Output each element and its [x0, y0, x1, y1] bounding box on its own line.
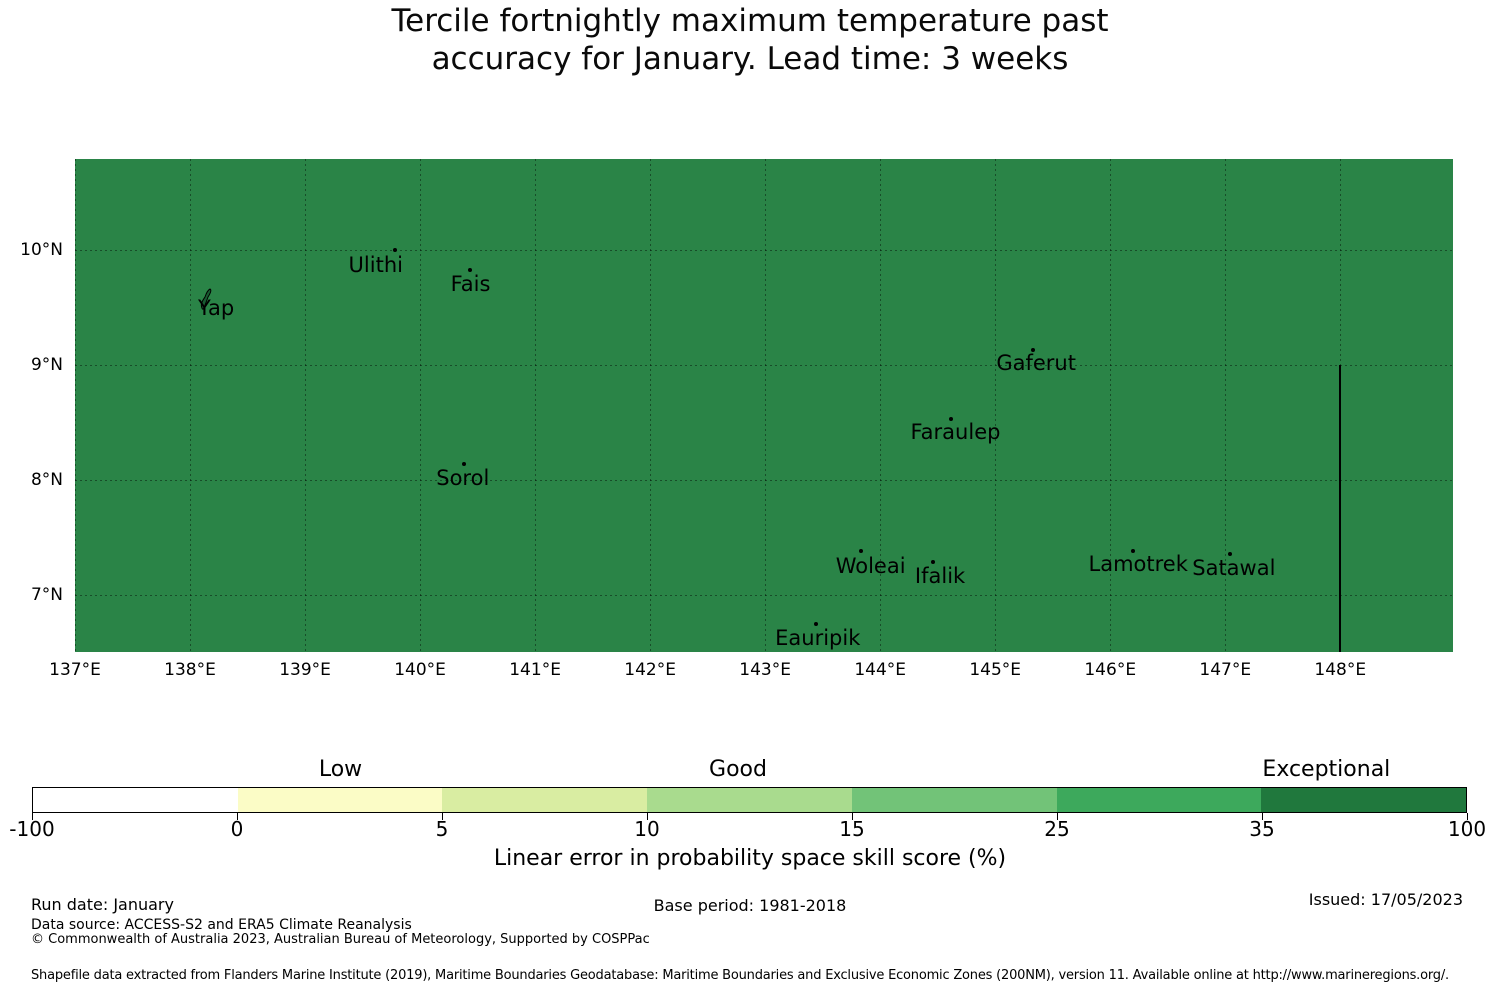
island-label-ulithi: Ulithi	[348, 252, 403, 277]
colorbar-tick-mark	[1467, 813, 1468, 820]
x-tick-label: 145°E	[969, 660, 1022, 680]
island-marker-woleai	[858, 548, 863, 553]
x-tick-label: 140°E	[394, 660, 446, 680]
x-tick-label: 142°E	[624, 660, 676, 680]
colorbar-tick-label: 0	[230, 817, 244, 841]
grid-line-vertical	[880, 159, 882, 652]
grid-line-horizontal	[75, 594, 1453, 596]
x-tick-label: 138°E	[164, 660, 216, 680]
grid-line-vertical	[75, 159, 76, 652]
island-label-eauripik: Eauripik	[775, 626, 861, 651]
island-marker-faraulep	[949, 416, 954, 421]
colorbar-tick-label: 35	[1249, 817, 1275, 841]
grid-line-vertical	[995, 159, 997, 652]
footer-base-period: Base period: 1981-2018	[653, 896, 847, 915]
grid-line-horizontal	[75, 364, 1453, 366]
y-axis-tick-labels: 10°N 9°N 8°N 7°N	[0, 159, 63, 652]
y-tick-label: 8°N	[30, 469, 63, 490]
island-label-gaferut: Gaferut	[996, 350, 1076, 375]
chart-title-line2: accuracy for January. Lead time: 3 weeks	[431, 41, 1069, 77]
colorbar-segment-0	[33, 788, 238, 812]
island-marker-lamotrek	[1131, 548, 1136, 553]
grid-line-horizontal	[75, 249, 1453, 251]
x-tick-label: 139°E	[279, 660, 331, 680]
x-tick-label: 146°E	[1084, 660, 1137, 680]
grid-line-vertical	[765, 159, 767, 652]
colorbar-tick-labels: -100 0 5 10 15 25 35 100	[9, 817, 1486, 841]
chart-title-line1: Tercile fortnightly maximum temperature …	[391, 3, 1109, 39]
colorbar	[32, 787, 1467, 813]
island-label-lamotrek: Lamotrek	[1088, 551, 1188, 576]
island-label-ifalik: Ifalik	[914, 564, 966, 589]
colorbar-segment-3	[647, 788, 852, 812]
x-tick-label: 141°E	[509, 660, 561, 680]
island-outline-yap	[198, 288, 214, 314]
island-label-sorol: Sorol	[436, 465, 490, 490]
colorbar-category-exceptional: Exceptional	[1262, 757, 1391, 782]
grid-line-vertical	[535, 159, 537, 652]
grid-line-vertical	[1110, 159, 1112, 652]
island-label-yap: Yap	[198, 296, 235, 321]
footer-copyright: © Commonwealth of Australia 2023, Austra…	[31, 932, 650, 947]
island-marker-ifalik	[931, 560, 936, 565]
x-tick-label: 143°E	[739, 660, 791, 680]
colorbar-tick-label: 10	[634, 817, 660, 841]
y-tick-label: 7°N	[30, 584, 63, 605]
x-tick-label: 144°E	[854, 660, 907, 680]
footer-data-source: Data source: ACCESS-S2 and ERA5 Climate …	[31, 917, 412, 933]
island-marker-gaferut	[1031, 347, 1036, 352]
colorbar-tick-label: 5	[435, 817, 449, 841]
colorbar-tick-mark	[647, 813, 648, 820]
island-marker-fais	[467, 268, 472, 273]
colorbar-tick-label: 100	[1447, 817, 1487, 841]
colorbar-tick-mark	[237, 813, 238, 820]
colorbar-segment-4	[851, 788, 1057, 812]
grid-line-vertical	[650, 159, 652, 652]
island-label-woleai: Woleai	[835, 553, 906, 578]
x-tick-label: 137°E	[49, 660, 101, 680]
footer-issued-date: Issued: 17/05/2023	[1308, 890, 1463, 909]
colorbar-category-good: Good	[709, 757, 767, 782]
grid-line-vertical	[305, 159, 307, 652]
chart-title: Tercile fortnightly maximum temperature …	[0, 2, 1500, 78]
grid-line-horizontal	[75, 479, 1453, 481]
island-label-satawal: Satawal	[1192, 556, 1276, 581]
colorbar-tick-mark	[852, 813, 853, 820]
footer-run-date: Run date: January	[31, 895, 174, 914]
colorbar-tick-label: 25	[1044, 817, 1070, 841]
colorbar-axis-label: Linear error in probability space skill …	[493, 846, 1007, 871]
y-tick-label: 10°N	[20, 239, 63, 260]
grid-line-vertical	[190, 159, 192, 652]
colorbar-tick-marks	[32, 813, 1468, 820]
x-tick-label: 148°E	[1314, 660, 1367, 680]
island-marker-sorol	[461, 461, 466, 466]
colorbar-tick-mark	[1262, 813, 1263, 820]
x-tick-label: 147°E	[1199, 660, 1252, 680]
grid-line-vertical	[420, 159, 422, 652]
colorbar-segment-6	[1261, 788, 1467, 812]
island-marker-ulithi	[392, 247, 397, 252]
colorbar-segment-5	[1056, 788, 1262, 812]
y-tick-label: 9°N	[30, 354, 63, 375]
x-axis-tick-labels: 137°E 138°E 139°E 140°E 141°E 142°E 143°E 144°E…	[49, 660, 1453, 686]
colorbar-tick-mark	[1057, 813, 1058, 820]
map-plot: Yap Ulithi Fais Sorol Gaferut Faraulep Woleai I…	[75, 159, 1453, 652]
colorbar-category-low: Low	[318, 757, 363, 782]
colorbar-segment-1	[237, 788, 443, 812]
colorbar-category-labels: Low Good Exceptional	[32, 757, 1467, 785]
island-marker-satawal	[1227, 552, 1232, 557]
island-label-faraulep: Faraulep	[910, 419, 1001, 444]
grid-line-vertical	[1225, 159, 1227, 652]
island-label-fais: Fais	[450, 272, 491, 297]
colorbar-tick-mark	[32, 813, 33, 820]
colorbar-segment-2	[442, 788, 648, 812]
island-marker-eauripik	[813, 622, 818, 627]
eez-boundary-line	[1339, 364, 1342, 652]
colorbar-tick-label: -100	[9, 817, 55, 841]
colorbar-tick-label: 15	[839, 817, 865, 841]
footer-shapefile-note: Shapefile data extracted from Flanders M…	[31, 968, 1449, 983]
colorbar-tick-mark	[442, 813, 443, 820]
